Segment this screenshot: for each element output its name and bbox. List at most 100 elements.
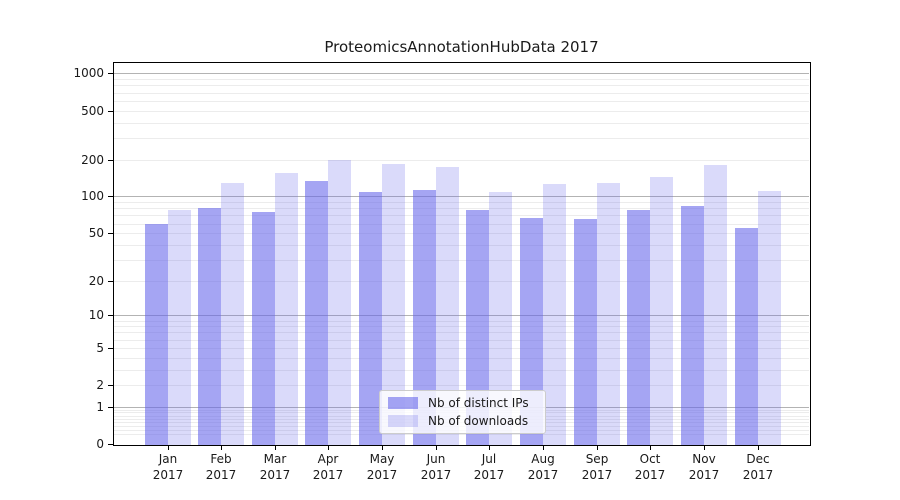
x-tick-mark — [168, 446, 169, 450]
x-tick-label: Apr 2017 — [312, 452, 344, 482]
y-tick-label: 50 — [88, 226, 104, 240]
major-gridline — [114, 315, 809, 316]
bar-distinct-ips-jan — [144, 223, 168, 445]
x-tick-mark — [436, 446, 437, 450]
x-tick-mark — [382, 446, 383, 450]
minor-gridline — [114, 321, 809, 322]
minor-gridline — [114, 358, 809, 359]
bar-distinct-ips-sep — [573, 218, 597, 445]
y-tick-label: 0 — [96, 437, 104, 451]
x-tick-label: Feb 2017 — [205, 452, 237, 482]
major-gridline — [114, 196, 809, 197]
x-tick-label: Jan 2017 — [152, 452, 184, 482]
minor-gridline — [114, 260, 809, 261]
bar-downloads-feb — [221, 183, 245, 445]
x-tick-mark — [328, 446, 329, 450]
x-tick-label: Dec 2017 — [742, 452, 774, 482]
y-tick-label: 200 — [81, 153, 104, 167]
bar-downloads-dec — [757, 190, 781, 445]
y-tick-label: 500 — [81, 104, 104, 118]
minor-gridline — [114, 79, 809, 80]
y-tick-mark — [108, 444, 113, 445]
minor-gridline — [114, 93, 809, 94]
x-tick-label: Jun 2017 — [420, 452, 452, 482]
legend-item: Nb of downloads — [388, 414, 537, 428]
bar-downloads-aug — [543, 184, 566, 445]
bar-downloads-apr — [328, 159, 352, 445]
minor-gridline — [114, 326, 809, 327]
minor-gridline — [114, 208, 809, 209]
x-tick-mark — [758, 446, 759, 450]
bar-distinct-ips-jul — [466, 210, 490, 445]
legend-item: Nb of distinct IPs — [388, 396, 537, 410]
y-tick-label: 1000 — [73, 66, 104, 80]
bar-distinct-ips-mar — [251, 212, 275, 445]
minor-gridline — [114, 160, 809, 161]
y-tick-mark — [108, 407, 113, 408]
x-tick-mark — [650, 446, 651, 450]
bar-distinct-ips-dec — [734, 228, 758, 445]
y-tick-label: 20 — [88, 274, 104, 288]
bar-downloads-sep — [596, 182, 620, 445]
legend-label: Nb of downloads — [428, 414, 529, 428]
y-tick-label: 100 — [81, 189, 104, 203]
bar-downloads-jan — [167, 210, 191, 445]
legend-swatch-distinct-ips — [388, 397, 418, 409]
y-tick-label: 2 — [96, 378, 104, 392]
y-tick-mark — [108, 281, 113, 282]
y-tick-label: 5 — [96, 341, 104, 355]
minor-gridline — [114, 202, 809, 203]
bar-distinct-ips-may — [359, 192, 383, 445]
chart-title: ProteomicsAnnotationHubData 2017 — [324, 38, 599, 56]
bar-downloads-mar — [274, 173, 298, 445]
minor-gridline — [114, 348, 809, 349]
y-tick-mark — [108, 348, 113, 349]
legend: Nb of distinct IPs Nb of downloads — [379, 390, 546, 434]
bar-downloads-jun — [435, 167, 459, 445]
x-tick-label: Nov 2017 — [688, 452, 720, 482]
y-tick-label: 10 — [88, 308, 104, 322]
minor-gridline — [114, 370, 809, 371]
legend-label: Nb of distinct IPs — [428, 396, 529, 410]
bar-distinct-ips-oct — [627, 210, 651, 445]
bar-distinct-ips-apr — [305, 180, 329, 445]
x-tick-mark — [221, 446, 222, 450]
x-tick-label: Mar 2017 — [259, 452, 291, 482]
x-tick-label: May 2017 — [366, 452, 398, 482]
bar-distinct-ips-jun — [412, 189, 436, 445]
minor-gridline — [114, 281, 809, 282]
minor-gridline — [114, 101, 809, 102]
x-tick-label: Sep 2017 — [581, 452, 613, 482]
bar-distinct-ips-nov — [681, 205, 704, 445]
x-tick-label: Oct 2017 — [634, 452, 666, 482]
minor-gridline — [114, 111, 809, 112]
bar-downloads-oct — [650, 177, 674, 445]
legend-swatch-downloads — [388, 415, 418, 427]
major-gridline — [114, 73, 809, 74]
minor-gridline — [114, 385, 809, 386]
y-tick-mark — [108, 160, 113, 161]
minor-gridline — [114, 215, 809, 216]
minor-gridline — [114, 340, 809, 341]
minor-gridline — [114, 434, 809, 435]
y-tick-mark — [108, 233, 113, 234]
x-tick-label: Jul 2017 — [473, 452, 505, 482]
x-tick-mark — [489, 446, 490, 450]
minor-gridline — [114, 332, 809, 333]
minor-gridline — [114, 245, 809, 246]
minor-gridline — [114, 224, 809, 225]
bar-downloads-nov — [704, 165, 727, 445]
bar-distinct-ips-feb — [198, 207, 222, 445]
x-tick-mark — [597, 446, 598, 450]
minor-gridline — [114, 85, 809, 86]
y-tick-mark — [108, 385, 113, 386]
x-tick-mark — [543, 446, 544, 450]
y-tick-mark — [108, 315, 113, 316]
y-tick-mark — [108, 196, 113, 197]
minor-gridline — [114, 123, 809, 124]
y-tick-mark — [108, 73, 113, 74]
x-tick-label: Aug 2017 — [527, 452, 559, 482]
x-tick-mark — [275, 446, 276, 450]
minor-gridline — [114, 138, 809, 139]
